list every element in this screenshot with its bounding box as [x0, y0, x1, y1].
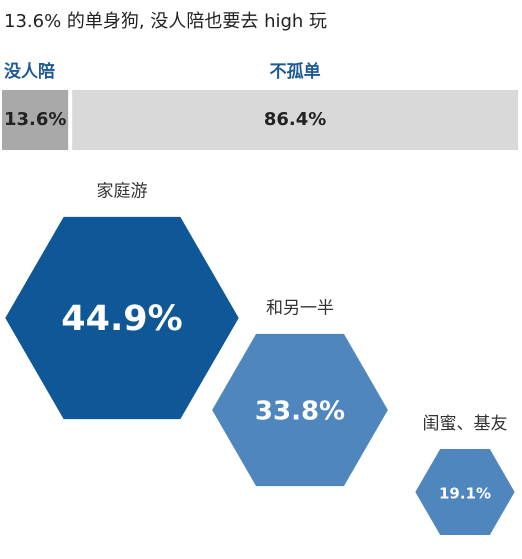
hexagon-value: 44.9%	[61, 299, 182, 339]
category-label: 和另一半	[266, 299, 334, 319]
legend-label: 没人陪	[4, 61, 55, 82]
category-label: 家庭游	[97, 181, 148, 201]
category-label: 闺蜜、基友	[423, 414, 508, 434]
hexagon	[212, 333, 388, 487]
bar-segment	[2, 90, 69, 150]
hexagon	[5, 216, 239, 420]
hexagon	[415, 448, 515, 536]
hexagon-value: 19.1%	[439, 485, 491, 503]
value-label: 86.4%	[264, 109, 326, 130]
value-label: 13.6%	[4, 109, 66, 130]
bar-segment	[72, 90, 519, 150]
chart-title: 13.6% 的单身狗, 没人陪也要去 high 玩	[4, 11, 327, 32]
hexagon-value: 33.8%	[255, 397, 345, 427]
legend-label: 不孤单	[270, 61, 321, 82]
